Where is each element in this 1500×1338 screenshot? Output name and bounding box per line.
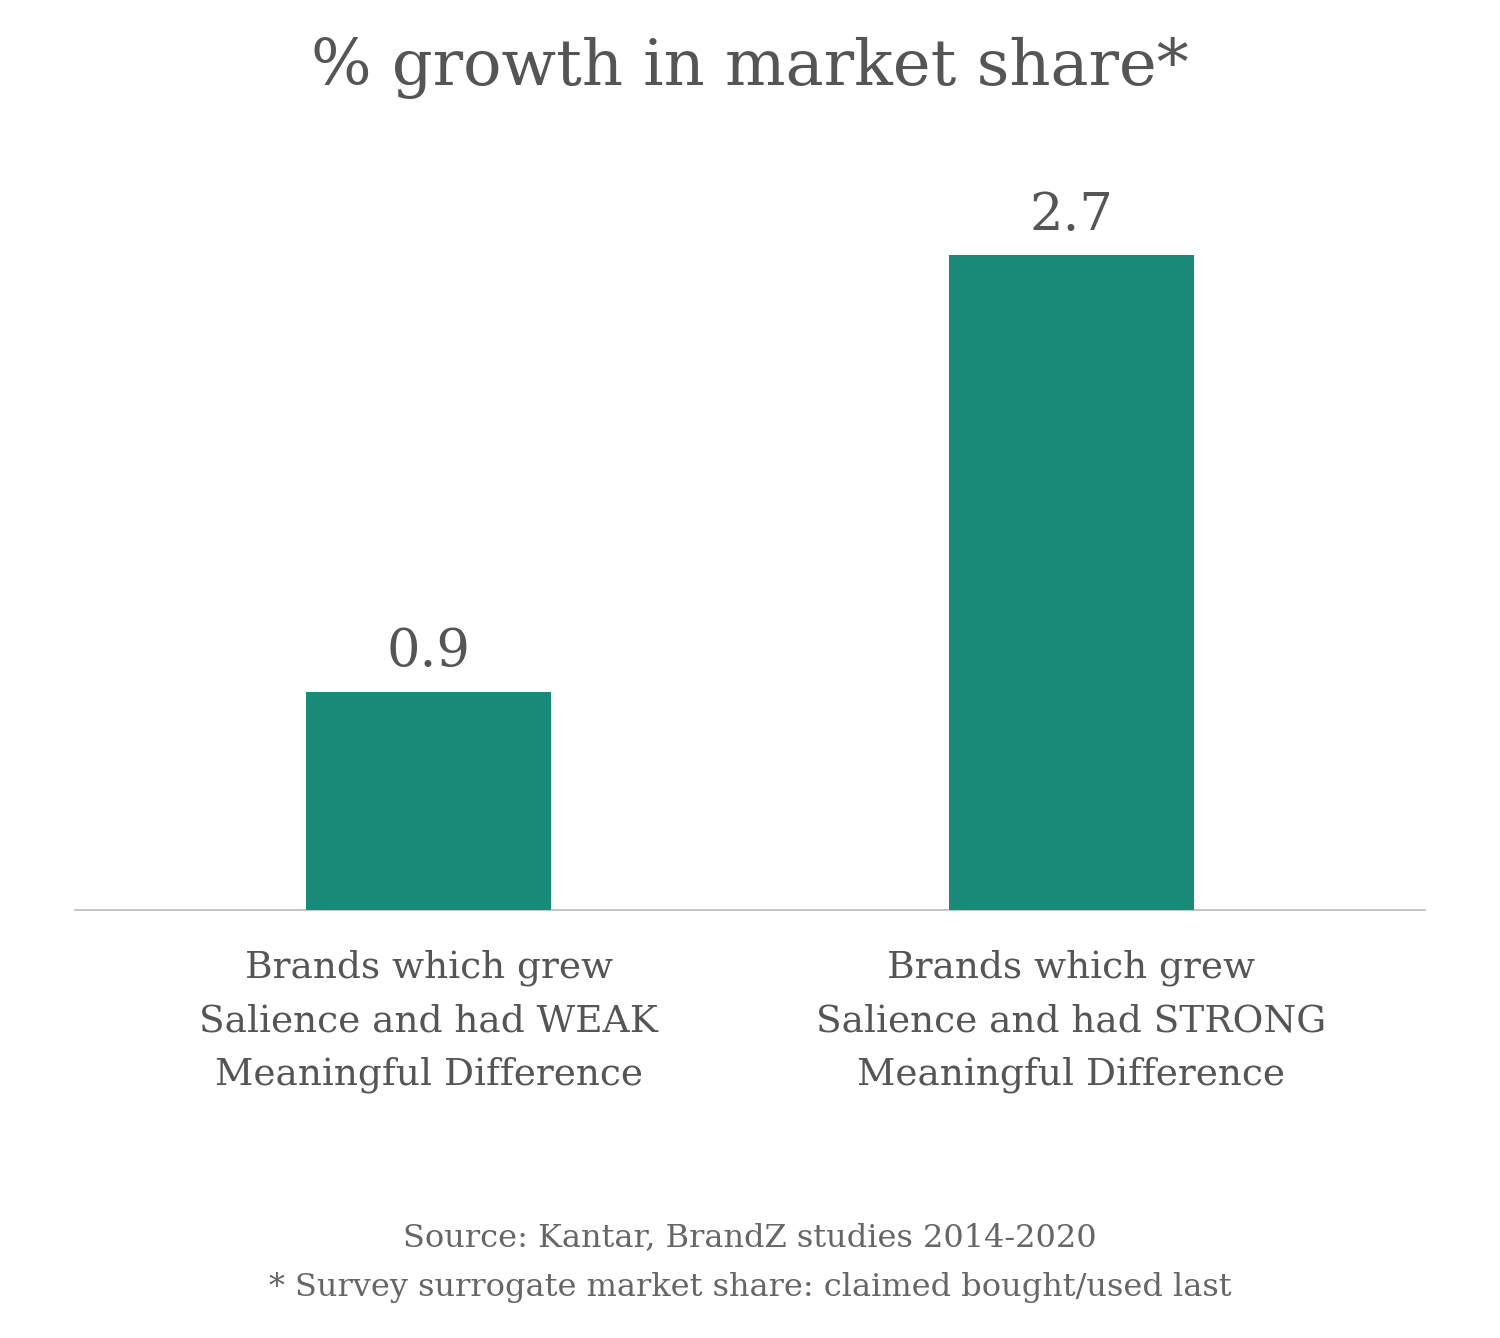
Title: % growth in market share*: % growth in market share* bbox=[310, 37, 1190, 99]
Text: Brands which grew
Salience and had STRONG
Meaningful Difference: Brands which grew Salience and had STRON… bbox=[816, 950, 1326, 1093]
Text: Source: Kantar, BrandZ studies 2014-2020: Source: Kantar, BrandZ studies 2014-2020 bbox=[404, 1222, 1096, 1254]
Text: 2.7: 2.7 bbox=[1029, 190, 1113, 241]
Text: * Survey surrogate market share: claimed bought/used last: * Survey surrogate market share: claimed… bbox=[268, 1271, 1232, 1303]
Text: Brands which grew
Salience and had WEAK
Meaningful Difference: Brands which grew Salience and had WEAK … bbox=[200, 950, 658, 1093]
Bar bbox=[950, 256, 1194, 910]
Bar bbox=[306, 692, 550, 910]
Text: 0.9: 0.9 bbox=[387, 626, 471, 677]
